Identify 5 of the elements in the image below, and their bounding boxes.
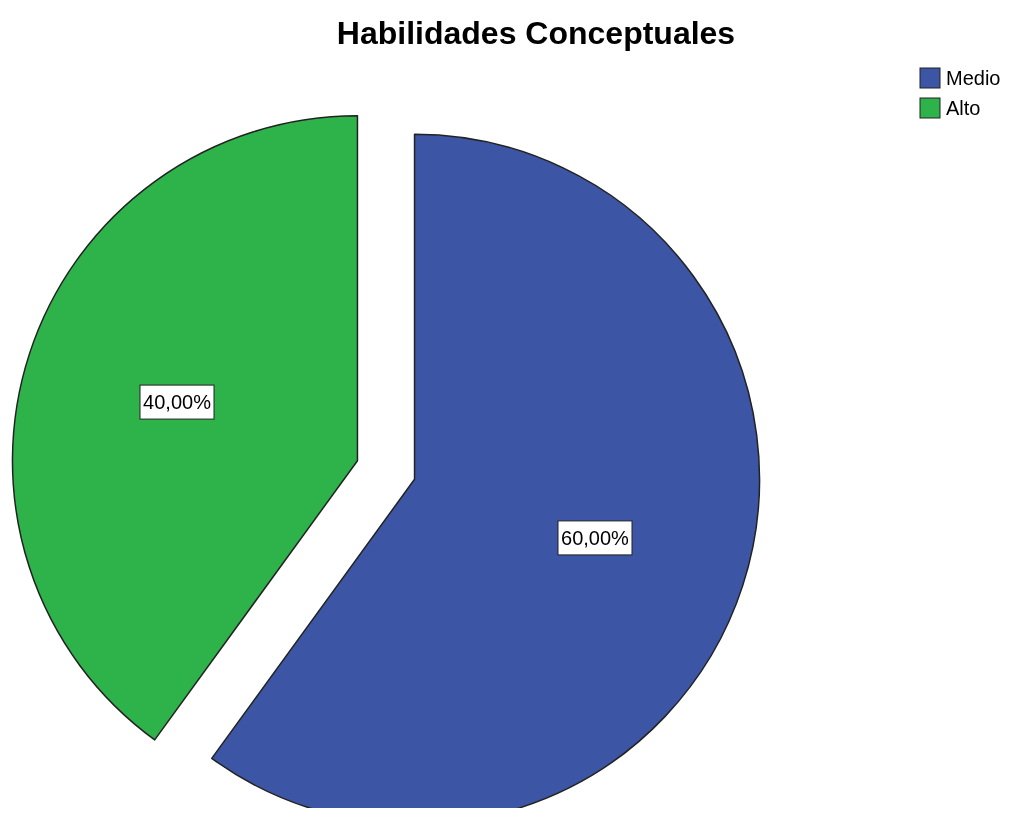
- chart-title: Habilidades Conceptuales: [336, 15, 736, 51]
- legend-label: Alto: [946, 97, 981, 119]
- data-label: 60,00%: [561, 526, 630, 549]
- legend-label: Medio: [946, 67, 1001, 89]
- data-label: 40,00%: [143, 391, 212, 414]
